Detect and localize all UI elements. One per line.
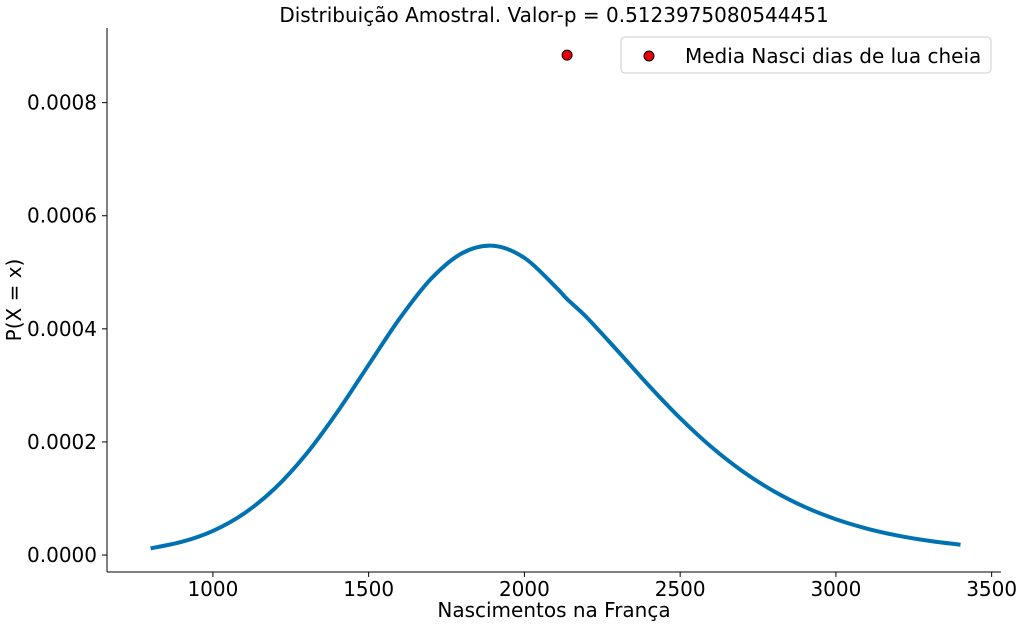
mean-point: [561, 49, 573, 61]
y-tick-label: 0.0004: [27, 317, 97, 341]
legend-label: Media Nasci dias de lua cheia: [685, 44, 981, 68]
axes-layer: 1000 1500 2000 2500 3000 3500 0.0000 0.0002 0.00…: [27, 28, 1017, 601]
y-tick-label: 0.0006: [27, 204, 97, 228]
chart-title: Distribuição Amostral. Valor-p = 0.51239…: [279, 3, 828, 27]
y-tick-label: 0.0008: [27, 91, 97, 115]
legend: Media Nasci dias de lua cheia: [620, 36, 992, 74]
points-layer: [561, 49, 573, 61]
legend-box: [620, 36, 992, 74]
x-tick-label: 1000: [187, 577, 238, 601]
series-line: [150, 243, 961, 551]
legend-marker: [643, 50, 655, 62]
series-layer: [150, 243, 961, 551]
x-tick-label: 3500: [966, 577, 1017, 601]
x-tick-label: 2500: [655, 577, 706, 601]
y-tick-label: 0.0002: [27, 430, 97, 454]
x-tick-label: 1500: [343, 577, 394, 601]
y-tick-label: 0.0000: [27, 543, 97, 567]
x-tick-label: 2000: [499, 577, 550, 601]
x-axis-title: Nascimentos na França: [437, 598, 670, 622]
y-axis-title: P(X = x): [2, 259, 26, 342]
x-tick-label: 3000: [810, 577, 861, 601]
